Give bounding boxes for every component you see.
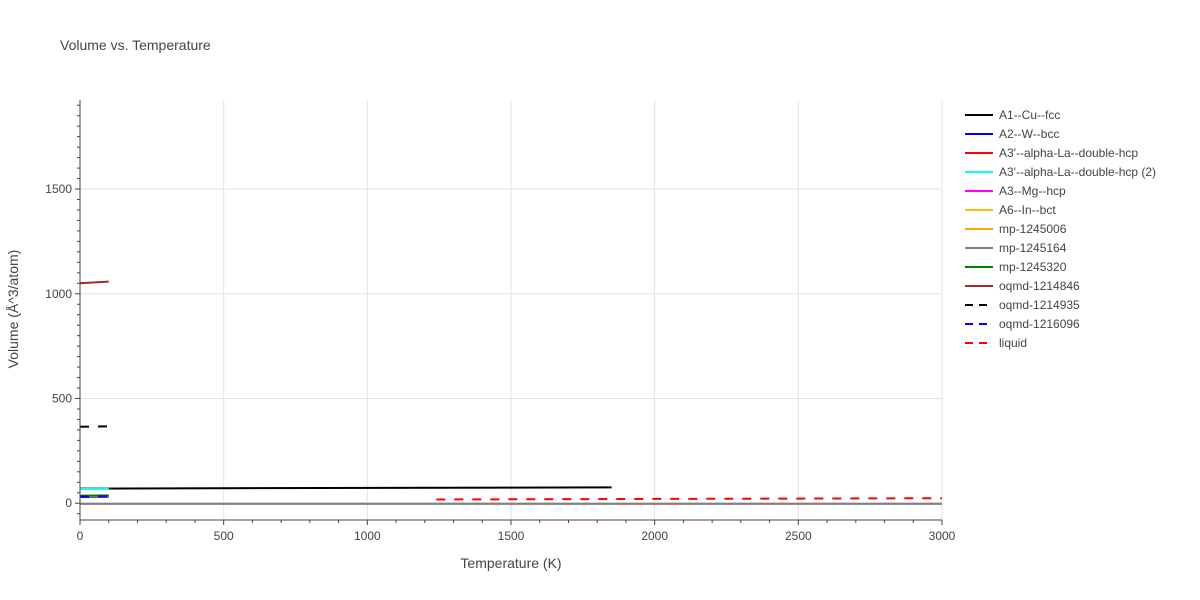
- x-tick-label: 0: [77, 529, 84, 543]
- legend-label: mp-1245006: [999, 222, 1067, 236]
- legend: A1--Cu--fcc A2--W--bcc A3'--alpha-La--doub…: [965, 108, 1156, 350]
- legend-label: oqmd-1216096: [999, 317, 1080, 331]
- legend-label: A3'--alpha-La--double-hcp (2): [999, 165, 1156, 179]
- legend-label: mp-1245164: [999, 241, 1067, 255]
- y-tick-label: 0: [65, 496, 72, 510]
- legend-label: liquid: [999, 336, 1027, 350]
- y-tick-label: 1000: [45, 287, 72, 301]
- legend-label: oqmd-1214846: [999, 279, 1080, 293]
- y-tick-label: 1500: [45, 182, 72, 196]
- legend-label: oqmd-1214935: [999, 298, 1080, 312]
- axis-layer: 0 500 1000 1500 2000 2500 3000 0 500 1000 1500: [45, 100, 956, 543]
- grid-layer: [80, 100, 943, 520]
- x-axis-title: Temperature (K): [460, 555, 561, 571]
- chart-title: Volume vs. Temperature: [60, 37, 211, 53]
- legend-label: A2--W--bcc: [999, 127, 1059, 141]
- legend-label: A3--Mg--hcp: [999, 184, 1066, 198]
- x-tick-label: 2000: [641, 529, 668, 543]
- y-axis-title: Volume (Å^3/atom): [5, 250, 21, 369]
- x-tick-label: 1000: [354, 529, 381, 543]
- x-tick-label: 1500: [498, 529, 525, 543]
- x-tick-label: 2500: [785, 529, 812, 543]
- legend-label: A3'--alpha-La--double-hcp: [999, 146, 1138, 160]
- y-tick-label: 500: [52, 392, 72, 406]
- legend-label: A6--In--bct: [999, 203, 1056, 217]
- x-tick-label: 3000: [929, 529, 956, 543]
- legend-label: mp-1245320: [999, 260, 1067, 274]
- series-line: [436, 497, 943, 501]
- legend-label: A1--Cu--fcc: [999, 108, 1060, 122]
- series-line: [79, 280, 109, 285]
- series-line: [79, 486, 612, 490]
- x-tick-label: 500: [214, 529, 234, 543]
- series-layer: [79, 280, 943, 505]
